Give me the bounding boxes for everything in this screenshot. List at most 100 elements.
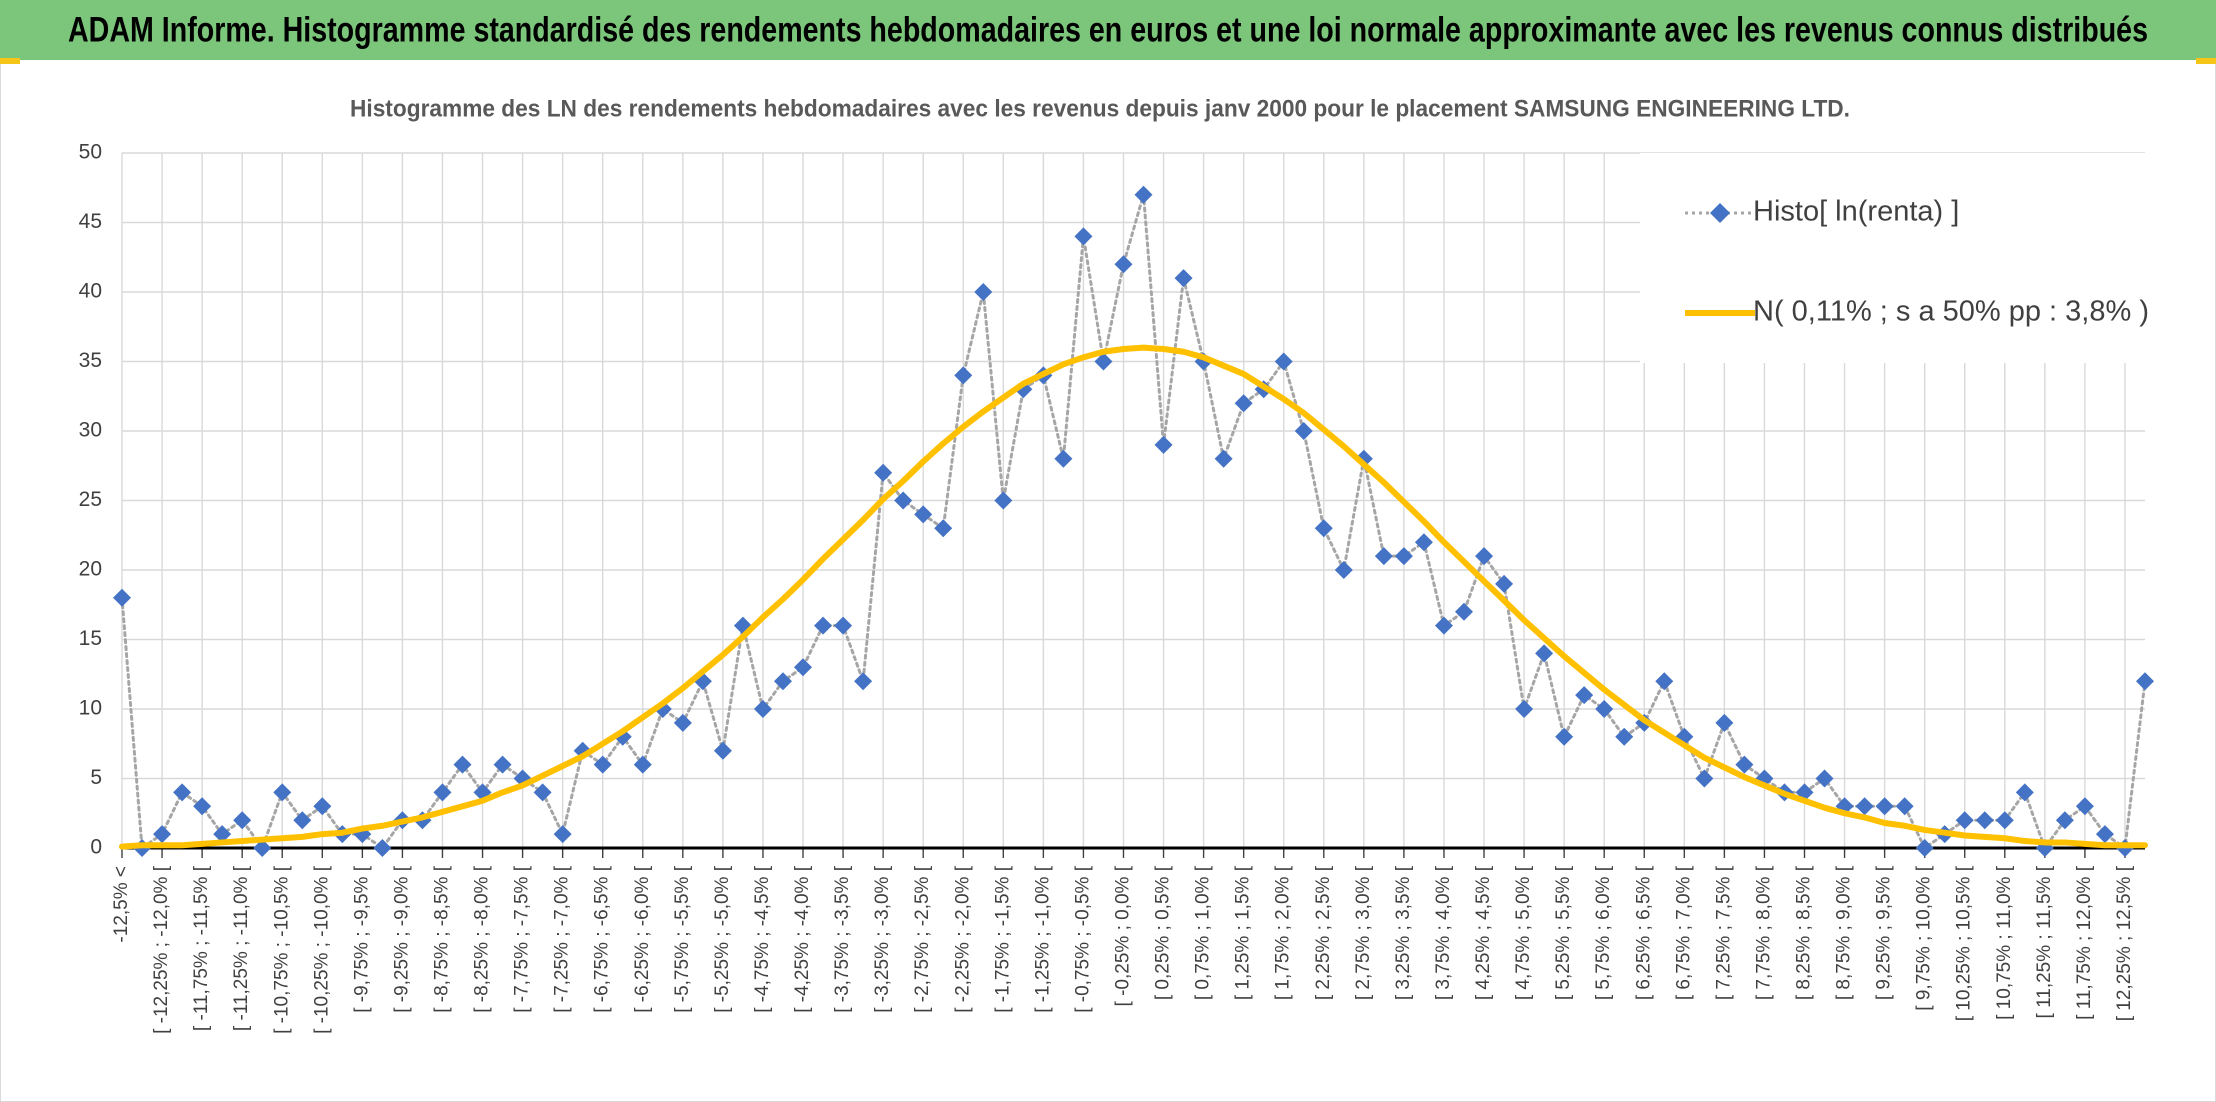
x-tick-label: [ 10,25% ; 10,5% [ (1954, 865, 1975, 1021)
x-tick-label: -12,5% < (111, 866, 132, 943)
data-point (1555, 727, 1574, 746)
x-tick-label: [ -4,25% ; -4,0% [ (792, 865, 813, 1013)
data-point (1374, 547, 1393, 566)
x-tick-label: [ -9,25% ; -9,0% [ (391, 865, 412, 1013)
data-point (2055, 811, 2074, 830)
x-tick-label: [ -10,75% ; -10,5% [ (271, 865, 292, 1034)
data-point (113, 588, 131, 607)
data-point (1595, 700, 1614, 718)
x-tick-label: [ -6,25% ; -6,0% [ (632, 865, 653, 1013)
data-point (1575, 686, 1594, 705)
y-tick-label: 50 (79, 141, 102, 164)
y-tick-label: 15 (79, 627, 102, 650)
data-point (974, 283, 993, 301)
data-point (493, 755, 512, 774)
y-tick-label: 10 (79, 697, 102, 720)
x-tick-label: [ 8,25% ; 8,5% [ (1794, 865, 1815, 1000)
x-tick-label: [ 4,25% ; 4,5% [ (1473, 865, 1494, 1000)
data-point (1515, 700, 1534, 718)
x-tick-label: [ 2,25% ; 2,5% [ (1313, 865, 1334, 1000)
x-tick-label: [ 5,25% ; 5,5% [ (1553, 865, 1574, 1000)
data-point (1955, 811, 1974, 830)
data-point (373, 839, 392, 857)
corner-accent (0, 58, 20, 64)
data-point (1214, 449, 1233, 468)
x-tick-label: [ -7,25% ; -7,0% [ (552, 865, 573, 1013)
data-point (253, 839, 272, 857)
x-tick-label: [ 7,25% ; 7,5% [ (1713, 865, 1734, 1000)
data-point (753, 700, 772, 718)
data-point (233, 811, 252, 830)
y-tick-label: 5 (90, 766, 102, 789)
x-tick-label: [ 1,75% ; 2,0% [ (1273, 865, 1294, 1000)
x-tick-label: [ -3,25% ; -3,0% [ (872, 865, 893, 1013)
data-point (1895, 797, 1914, 816)
x-tick-label: [ 10,75% ; 11,0% [ (1994, 865, 2015, 1020)
data-point (313, 797, 332, 816)
series-line (119, 344, 2148, 850)
x-tick-label: [ -7,75% ; -7,5% [ (512, 865, 533, 1013)
x-tick-label: [ 8,75% ; 9,0% [ (1834, 865, 1855, 1000)
x-tick-label: [ -9,75% ; -9,5% [ (351, 865, 372, 1013)
y-tick-label: 25 (79, 488, 102, 511)
data-point (934, 519, 953, 538)
x-tick-label: [ 7,75% ; 8,0% [ (1753, 865, 1774, 1000)
data-point (1655, 672, 1674, 691)
data-point (1495, 574, 1514, 593)
data-point (1975, 811, 1994, 830)
data-point (273, 783, 292, 802)
data-point (814, 616, 833, 635)
data-point (1094, 352, 1113, 371)
data-point (1294, 422, 1313, 440)
data-point (954, 366, 973, 385)
x-tick-label: [ -5,25% ; -5,0% [ (712, 865, 733, 1013)
x-tick-label: [ -1,75% ; -1,5% [ (992, 865, 1013, 1013)
data-point (1715, 713, 1734, 732)
data-point (854, 672, 873, 691)
data-point (1174, 269, 1193, 288)
x-tick-label: [ 6,25% ; 6,5% [ (1633, 865, 1654, 1000)
x-tick-label: [ -2,75% ; -2,5% [ (912, 865, 933, 1013)
data-point (293, 811, 312, 830)
data-point (1414, 533, 1433, 552)
data-point (794, 658, 813, 677)
data-point (1875, 797, 1894, 816)
data-point (1915, 839, 1934, 857)
x-tick-label: [ 3,25% ; 3,5% [ (1393, 865, 1414, 1000)
data-point (994, 491, 1013, 510)
data-point (713, 741, 732, 760)
data-point (453, 755, 472, 774)
x-tick-label: [ -0,25% ; 0,0% [ (1113, 865, 1134, 1006)
data-point (1394, 547, 1413, 566)
x-tick-label: [ 9,25% ; 9,5% [ (1874, 865, 1895, 1000)
x-tick-label: [ 6,75% ; 7,0% [ (1673, 865, 1694, 1000)
data-point (173, 783, 192, 802)
legend-box (1640, 153, 2145, 363)
x-tick-label: [ -2,25% ; -2,0% [ (952, 865, 973, 1013)
x-tick-label: [ -5,75% ; -5,5% [ (672, 865, 693, 1013)
data-point (1274, 352, 1293, 371)
data-point (533, 783, 552, 802)
y-tick-label: 40 (79, 280, 102, 303)
data-point (773, 672, 792, 691)
data-point (213, 825, 232, 844)
data-point (633, 755, 652, 774)
x-tick-label: [ -10,25% ; -10,0% [ (311, 865, 332, 1034)
x-tick-label: [ -11,25% ; -11,0% [ (231, 865, 252, 1031)
x-tick-label: [ -11,75% ; -11,5% [ (191, 865, 212, 1031)
y-tick-label: 45 (79, 210, 102, 233)
data-point (1054, 449, 1073, 468)
y-tick-label: 20 (79, 558, 102, 581)
header-title: ADAM Informe. Histogramme standardisé de… (68, 10, 2148, 49)
x-tick-label: [ -8,25% ; -8,0% [ (472, 865, 493, 1013)
data-point (2095, 825, 2114, 844)
data-point (1454, 602, 1473, 621)
x-tick-label: [ 5,75% ; 6,0% [ (1593, 865, 1614, 1000)
x-tick-label: [ 11,25% ; 11,5% [ (2034, 865, 2055, 1018)
data-point (1334, 561, 1353, 579)
data-point (553, 825, 572, 844)
data-point (1114, 255, 1133, 274)
data-point (433, 783, 452, 802)
data-point (1475, 547, 1494, 566)
x-tick-label: [ -12,25% ; -12,0% [ (151, 865, 172, 1034)
